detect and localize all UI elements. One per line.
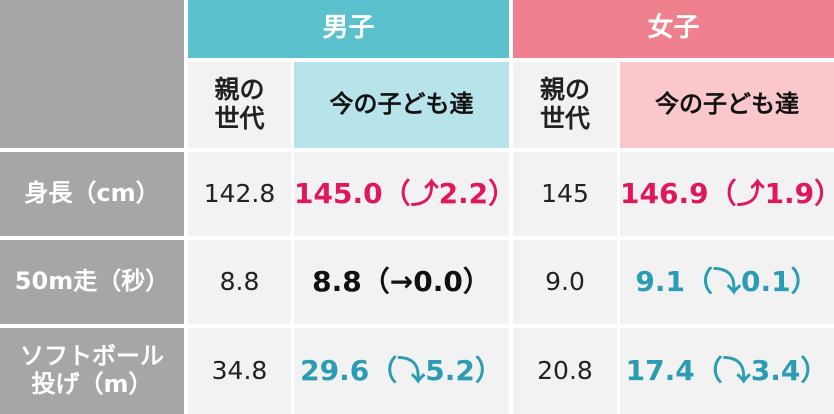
row-label: 50m走（秒） [0,240,184,324]
parent-header: 親の 世代 [513,62,617,148]
group-header: 男子 [188,0,509,58]
parent-value: 145 [513,152,617,236]
now-value: 146.9（⤴1.9） [620,152,834,236]
now-value: 9.1（⤵0.1） [620,240,834,324]
parent-value: 20.8 [513,328,617,414]
now-value: 145.0（⤴2.2） [294,152,516,236]
corner-cell [0,0,184,148]
parent-header: 親の 世代 [188,62,291,148]
now-value: 29.6（⤵5.2） [294,328,509,414]
parent-value: 8.8 [188,240,291,324]
parent-value: 9.0 [513,240,617,324]
now-value: 17.4（⤵3.4） [620,328,834,414]
group-header: 女子 [513,0,834,58]
now-header: 今の子ども達 [620,62,834,148]
now-value: 8.8（→0.0） [294,240,509,324]
parent-value: 142.8 [188,152,291,236]
parent-value: 34.8 [188,328,291,414]
row-label: ソフトボール 投げ（m） [0,328,184,414]
now-header: 今の子ども達 [294,62,509,148]
row-label: 身長（cm） [0,152,184,236]
